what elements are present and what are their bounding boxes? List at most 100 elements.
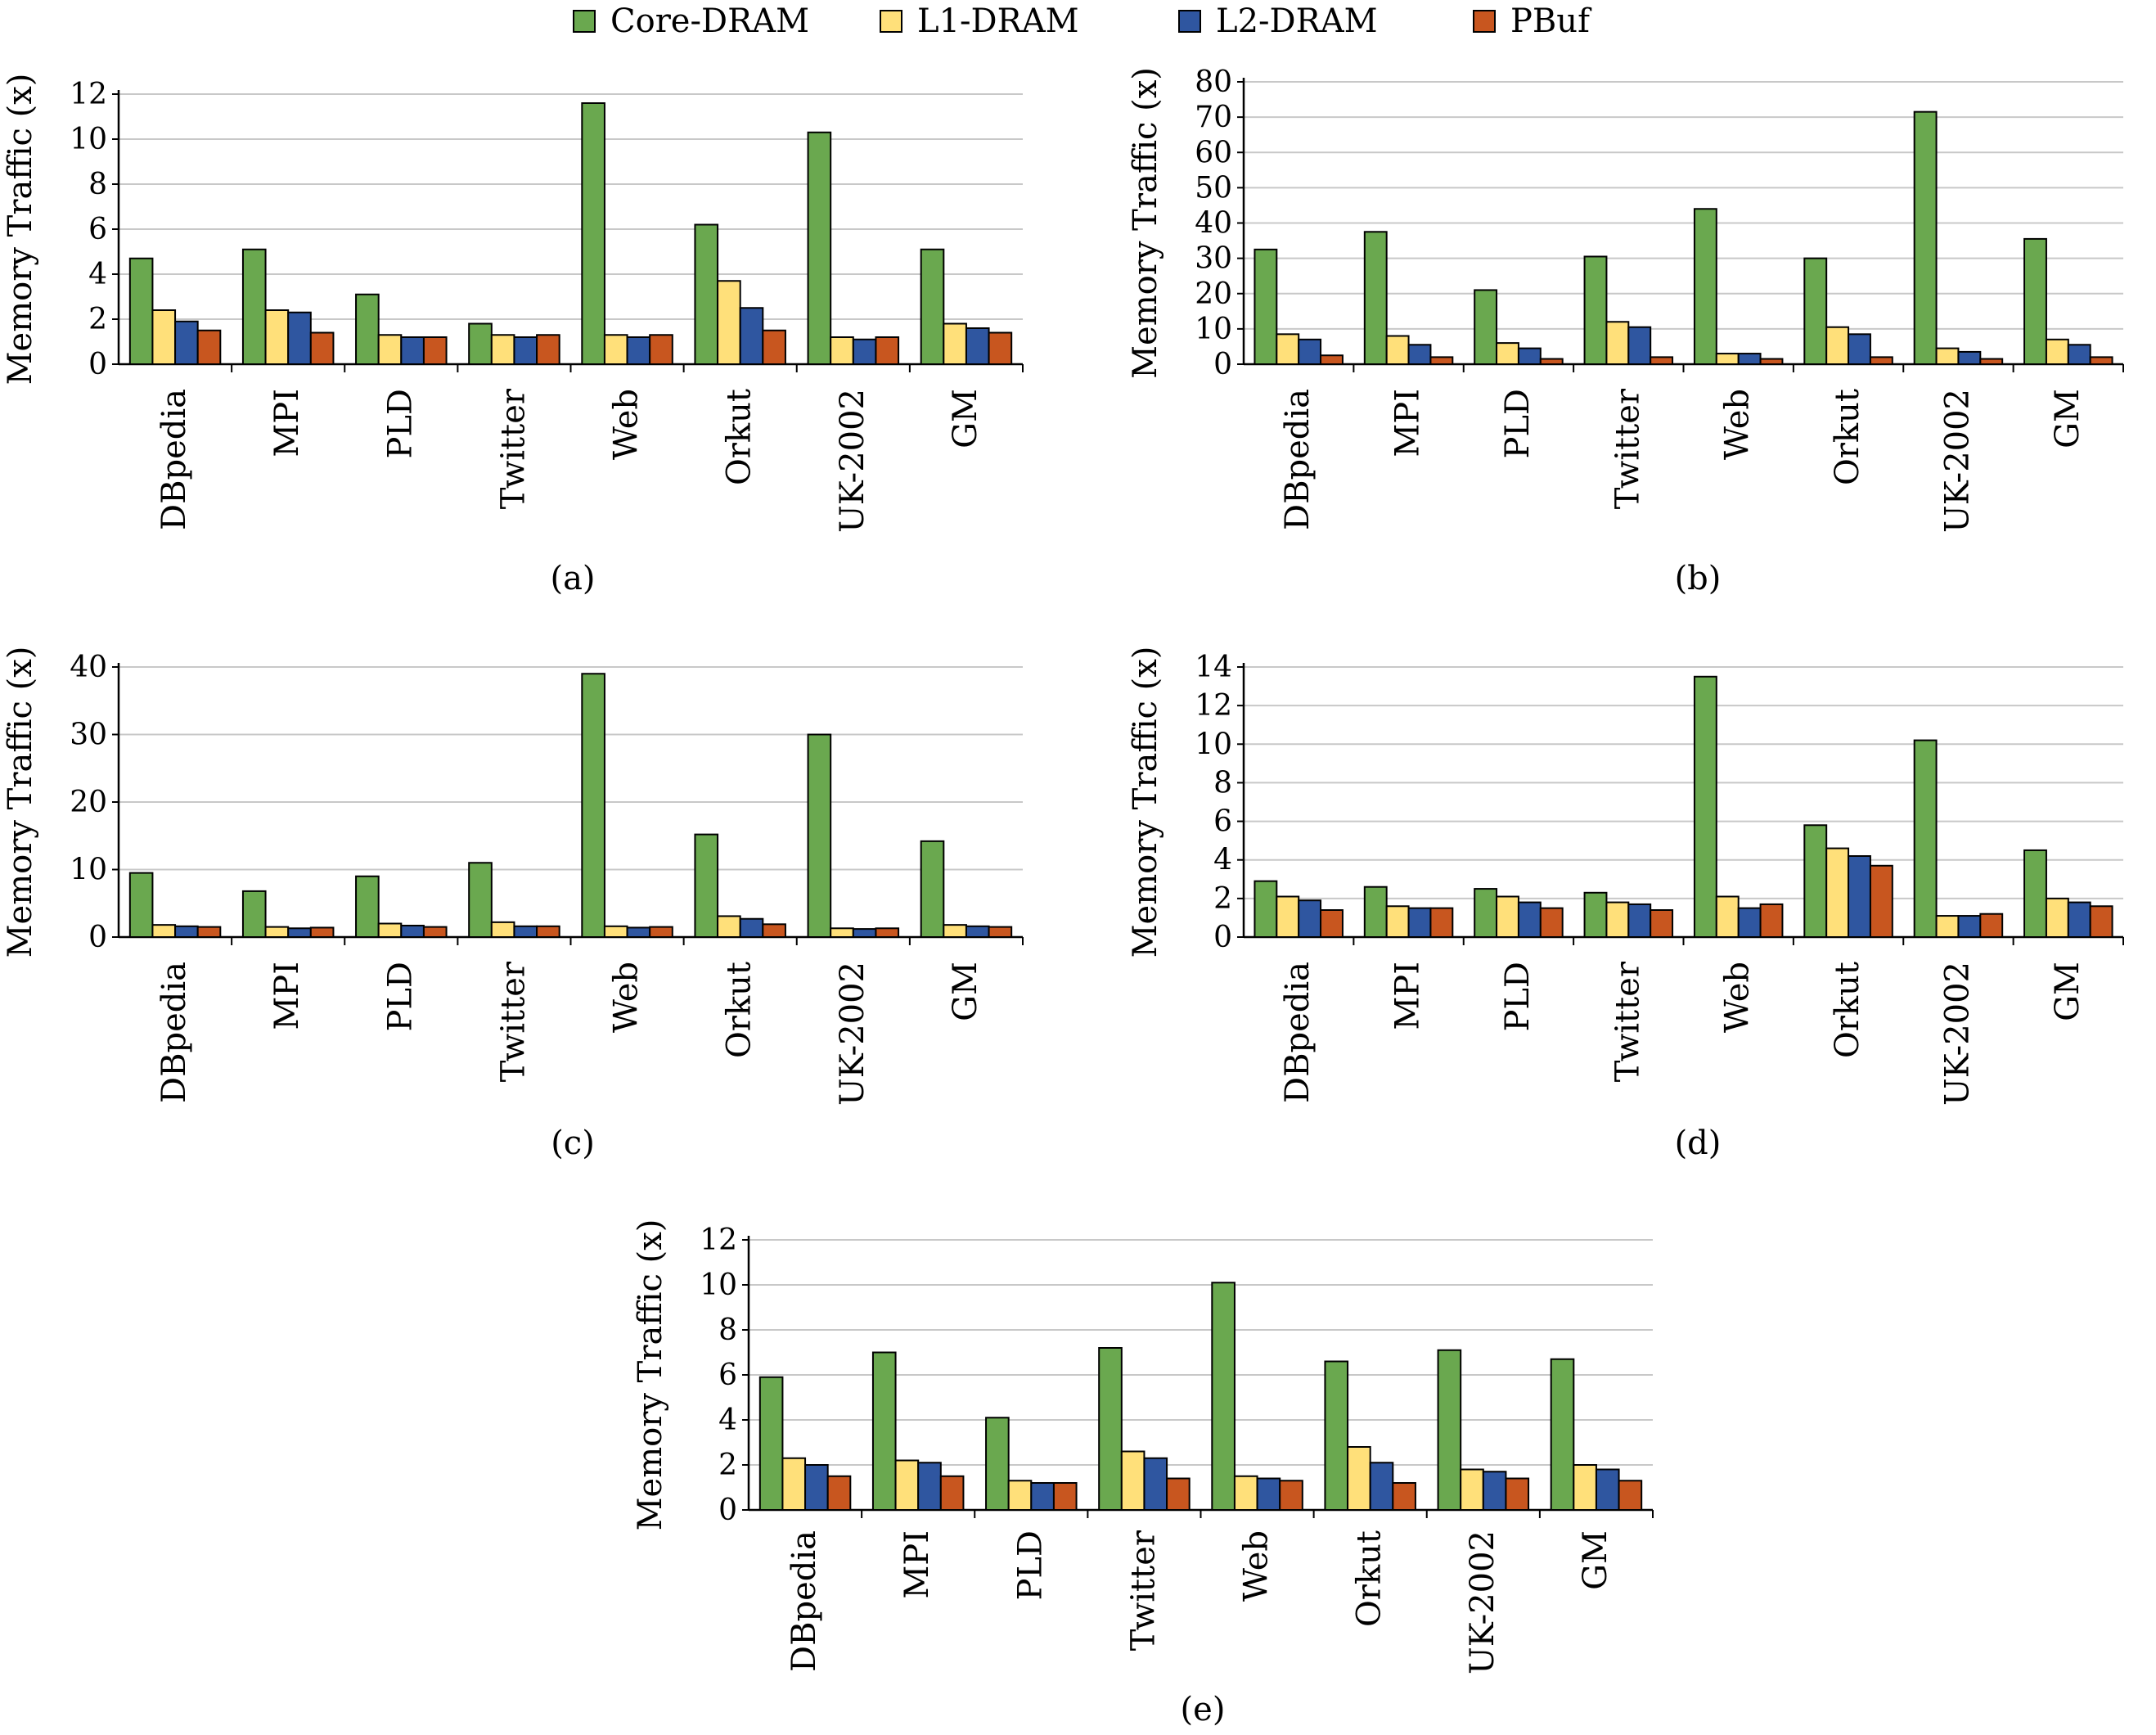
x-category-label: UK-2002 — [1938, 389, 1976, 533]
bar-pbuf-mpi — [939, 1475, 965, 1511]
bar-l1-dram-mpi — [1385, 905, 1410, 938]
y-tick-label: 8 — [88, 168, 107, 201]
bar-pbuf-web — [1279, 1480, 1303, 1511]
y-tick-label: 12 — [1195, 689, 1232, 723]
x-category-label: Orkut — [1829, 962, 1866, 1058]
y-tick-label: 2 — [718, 1449, 737, 1482]
bar-l2-dram-web — [626, 926, 651, 939]
bar-pbuf-mpi — [1429, 356, 1454, 365]
x-category-label: UK-2002 — [1464, 1530, 1501, 1674]
bar-l2-dram-mpi — [1407, 907, 1432, 938]
x-category-label: GM — [1577, 1530, 1614, 1590]
y-tick-label: 50 — [1195, 171, 1232, 205]
bar-l1-dram-twitter — [1605, 901, 1630, 939]
bar-l2-dram-uk-2002 — [1957, 350, 1982, 365]
y-tick-label: 40 — [1195, 207, 1232, 241]
bar-pbuf-twitter — [1650, 356, 1674, 365]
bar-core-dram-gm — [1550, 1358, 1575, 1511]
bar-core-dram-mpi — [871, 1351, 897, 1511]
x-category-label: Orkut — [1829, 389, 1866, 485]
bar-pbuf-uk-2002 — [875, 927, 900, 938]
bar-l2-dram-web — [1737, 907, 1762, 938]
bar-core-dram-pld — [985, 1417, 1010, 1511]
bar-l1-dram-dbpedia — [1276, 333, 1300, 365]
bar-l2-dram-dbpedia — [804, 1464, 829, 1511]
chart-panel-e: 0 2 4 6 8 10 12 DBpedia MPI PLD Twitter Web Orkut UK-… — [632, 1219, 1654, 1728]
y-tick-label: 2 — [88, 303, 107, 336]
bar-core-dram-gm — [920, 840, 945, 939]
bar-l1-dram-gm — [2045, 897, 2069, 939]
bar-core-dram-pld — [1474, 289, 1498, 365]
y-tick-label: 12 — [700, 1224, 737, 1257]
bar-pbuf-mpi — [1429, 907, 1454, 938]
bar-pbuf-web — [1759, 358, 1784, 365]
x-category-label: DBpedia — [155, 962, 193, 1103]
bar-l2-dram-mpi — [1407, 344, 1432, 365]
bar-pbuf-dbpedia — [1320, 909, 1344, 938]
bar-core-dram-gm — [920, 248, 945, 365]
bar-l2-dram-twitter — [513, 925, 538, 938]
bar-core-dram-dbpedia — [128, 872, 154, 938]
bar-l1-dram-gm — [943, 322, 967, 365]
bar-l1-dram-gm — [943, 924, 967, 938]
bar-pbuf-uk-2002 — [875, 336, 900, 365]
bar-l1-dram-pld — [1496, 895, 1519, 938]
y-tick-label: 60 — [1195, 136, 1232, 169]
bar-pbuf-web — [1759, 903, 1784, 938]
bar-core-dram-web — [581, 673, 605, 938]
bar-l1-dram-mpi — [264, 309, 290, 365]
bar-l2-dram-uk-2002 — [1482, 1471, 1507, 1511]
bar-pbuf-gm — [988, 331, 1013, 365]
y-axis-label: Memory Traffic (x) — [2, 647, 39, 958]
bar-l2-dram-twitter — [1143, 1457, 1168, 1511]
bar-core-dram-twitter — [1583, 255, 1608, 365]
chart-panel-a: 0 2 4 6 8 10 12 DBpedia MPI PLD Twitter Web Orkut UK-… — [2, 74, 1024, 597]
bar-pbuf-gm — [2089, 356, 2113, 365]
bar-l1-dram-gm — [1573, 1464, 1597, 1511]
bar-l2-dram-mpi — [287, 927, 312, 938]
y-tick-label: 0 — [1213, 921, 1232, 954]
bar-pbuf-twitter — [536, 925, 560, 938]
bar-l2-dram-orkut — [1848, 333, 1871, 365]
y-axis-label: Memory Traffic (x) — [1127, 647, 1164, 958]
bar-l1-dram-pld — [1007, 1480, 1033, 1511]
panel-caption: (d) — [1675, 1124, 1722, 1162]
bar-core-dram-orkut — [694, 833, 719, 939]
bar-core-dram-mpi — [241, 248, 267, 365]
x-category-label: MPI — [1389, 962, 1427, 1030]
bar-core-dram-pld — [1474, 888, 1498, 939]
panel-caption: (c) — [551, 1124, 595, 1162]
bar-l1-dram-web — [1715, 895, 1740, 938]
y-tick-label: 8 — [1213, 766, 1232, 800]
bar-pbuf-dbpedia — [1320, 354, 1344, 365]
legend-swatch — [1473, 10, 1496, 33]
bar-l2-dram-dbpedia — [1298, 338, 1322, 365]
y-tick-label: 4 — [1213, 844, 1232, 877]
legend-label: L2-DRAM — [1216, 2, 1378, 40]
y-tick-label: 70 — [1195, 101, 1232, 134]
bar-l1-dram-uk-2002 — [1935, 347, 1960, 365]
bar-core-dram-orkut — [1803, 824, 1828, 938]
bar-pbuf-mpi — [309, 926, 335, 939]
bar-core-dram-web — [1693, 675, 1717, 939]
bar-l1-dram-web — [603, 925, 628, 938]
bar-core-dram-uk-2002 — [1913, 110, 1938, 365]
bar-l2-dram-orkut — [739, 307, 764, 365]
x-category-label: Web — [608, 962, 646, 1033]
panel-caption: (a) — [550, 560, 595, 597]
y-tick-label: 4 — [718, 1404, 737, 1437]
x-category-label: DBpedia — [1279, 389, 1317, 530]
bar-l2-dram-dbpedia — [174, 925, 199, 938]
bar-pbuf-dbpedia — [826, 1475, 852, 1511]
y-tick-label: 12 — [70, 78, 107, 111]
bar-core-dram-mpi — [1363, 231, 1388, 365]
x-category-label: DBpedia — [1279, 962, 1317, 1103]
bar-pbuf-dbpedia — [196, 926, 222, 938]
bar-l1-dram-orkut — [717, 280, 741, 365]
bar-l1-dram-dbpedia — [1276, 895, 1300, 938]
bar-pbuf-orkut — [762, 329, 786, 365]
bar-core-dram-orkut — [694, 223, 719, 365]
x-category-label: Twitter — [494, 388, 532, 509]
bar-l2-dram-gm — [1595, 1468, 1620, 1511]
x-category-label: Orkut — [721, 389, 758, 485]
